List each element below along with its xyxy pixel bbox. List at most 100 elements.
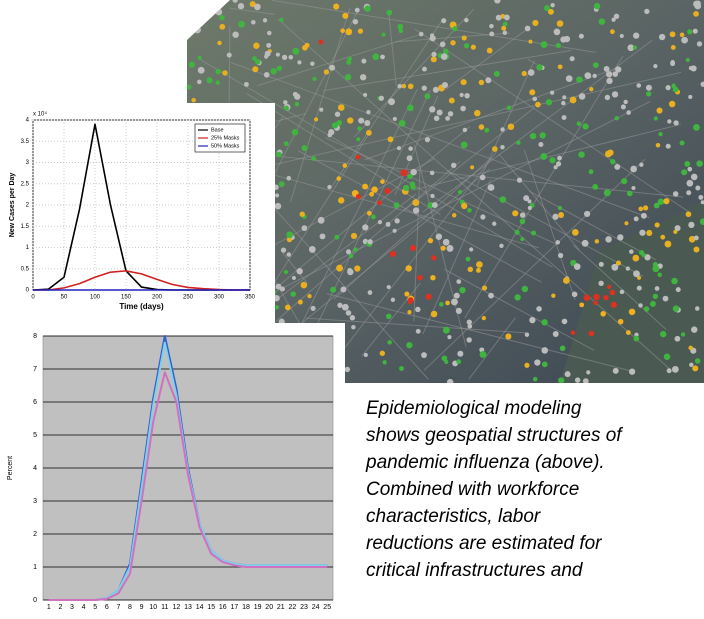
map-dot (695, 185, 701, 191)
map-dot (410, 184, 416, 190)
map-dot (536, 64, 543, 71)
x-tick-label: 22 (289, 604, 297, 611)
map-dot (401, 83, 407, 89)
x-tick-label: 9 (140, 604, 144, 611)
map-dot (607, 284, 612, 289)
map-dot (310, 61, 315, 66)
map-dot (467, 323, 473, 329)
road (422, 179, 492, 335)
map-dot (342, 12, 349, 19)
map-dot (553, 28, 561, 36)
road (527, 58, 538, 65)
y-tick-label: 2 (26, 203, 30, 209)
map-dot (671, 277, 678, 285)
map-dot (688, 345, 693, 351)
map-dot (286, 252, 292, 257)
map-dot (636, 285, 642, 291)
map-dot (422, 66, 427, 72)
map-dot (646, 91, 652, 97)
map-dot (586, 370, 591, 375)
y-tick-label: 7 (33, 366, 37, 373)
legend-label: 50% Masks (211, 143, 240, 149)
map-dot (470, 165, 475, 170)
map-dot (403, 184, 410, 192)
map-dot (226, 52, 232, 58)
map-dot (397, 83, 403, 89)
x-axis-label: Time (days) (119, 302, 164, 311)
map-dot (529, 89, 536, 96)
road (199, 58, 553, 268)
map-dot (621, 178, 628, 185)
map-dot (539, 132, 546, 139)
road (229, 7, 275, 15)
map-dot (605, 236, 612, 243)
map-dot (663, 198, 670, 205)
map-dot (557, 64, 563, 70)
map-dot (693, 246, 700, 253)
map-dot (308, 246, 316, 253)
map-dot (266, 42, 272, 48)
map-dot (345, 249, 352, 255)
map-dot (579, 302, 585, 308)
map-dot (486, 47, 493, 54)
map-dot (283, 100, 288, 105)
map-dot (479, 174, 486, 181)
map-dot (407, 310, 412, 315)
map-dot (363, 352, 368, 357)
x-tick-label: 3 (70, 604, 74, 611)
map-dot (502, 21, 508, 27)
map-dot (365, 129, 372, 136)
map-dot (639, 229, 646, 236)
map-dot (644, 254, 651, 261)
map-dot (562, 277, 570, 284)
x-tick-label: 24 (312, 604, 320, 611)
map-dot (417, 274, 423, 281)
map-dot (481, 315, 487, 321)
map-dot (206, 77, 213, 84)
map-dot (286, 231, 294, 239)
map-dot (436, 109, 443, 116)
road (323, 49, 572, 92)
map-dot (603, 189, 611, 197)
map-dot (398, 28, 404, 34)
map-dot (658, 33, 666, 41)
map-dot (333, 3, 340, 10)
road (297, 150, 542, 283)
map-dot (655, 142, 661, 148)
caption-line: pandemic influenza (above). (365, 452, 605, 473)
map-dot (541, 347, 549, 354)
map-dot (456, 359, 462, 365)
map-dot (529, 317, 536, 324)
road (422, 39, 653, 213)
map-dot (657, 272, 663, 278)
map-dot (640, 212, 647, 219)
map-dot (688, 94, 693, 100)
map-dot (609, 289, 616, 296)
map-dot (389, 250, 396, 258)
map-dot (631, 185, 636, 191)
map-dot (297, 60, 302, 65)
map-dot (206, 13, 211, 19)
map-dot (561, 100, 566, 106)
map-dot (613, 13, 620, 20)
map-dot (610, 301, 617, 308)
x-tick-label: 1 (47, 604, 51, 611)
map-dot (507, 123, 515, 130)
map-dot (424, 136, 431, 143)
map-dot (337, 302, 343, 308)
map-dot (281, 54, 288, 61)
map-dot (598, 18, 606, 25)
map-dot (672, 191, 679, 197)
x-tick-label: 18 (242, 604, 250, 611)
series-line (48, 371, 328, 601)
map-dot (430, 310, 438, 318)
road (413, 168, 421, 322)
map-dot (393, 202, 400, 209)
map-dot (669, 31, 676, 38)
map-dot (499, 243, 504, 249)
x-tick-label: 8 (128, 604, 132, 611)
map-dot (415, 328, 421, 334)
map-dot (362, 224, 369, 231)
map-dot (430, 56, 437, 63)
x-tick-label: 250 (183, 295, 194, 301)
